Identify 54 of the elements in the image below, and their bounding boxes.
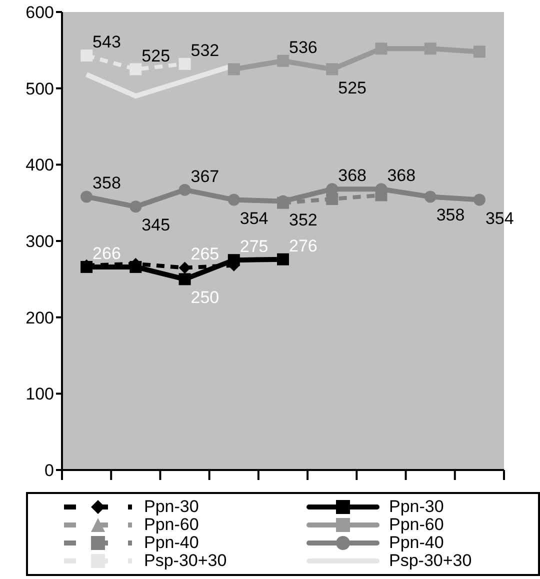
point [178,184,191,196]
data-label: 266 [92,244,121,263]
point [473,46,486,58]
data-label: 532 [190,40,220,60]
data-label: 354 [485,208,514,228]
legend-label: Psp-30+30 [389,551,472,570]
point [228,194,240,206]
point [326,193,338,206]
legend-label: Ppn-60 [389,515,444,534]
data-label: 275 [240,237,268,256]
legend-label: Ppn-60 [144,515,199,534]
data-label: 276 [289,236,318,256]
data-label: 368 [338,166,366,186]
point [375,42,388,55]
point [178,58,191,70]
y-tick-label: 600 [26,3,54,22]
point [228,254,240,266]
point [130,260,142,273]
y-tick-label: 500 [26,79,54,98]
point [424,190,436,203]
legend-label: Ppn-40 [144,533,199,552]
data-label: 352 [289,210,318,230]
y-tick-label: 100 [26,384,54,404]
legend-label: Ppn-40 [389,533,444,552]
data-label: 543 [92,32,121,52]
data-label: 368 [387,166,416,186]
point [178,273,191,286]
data-label: 525 [142,46,170,66]
point [277,54,289,67]
data-label: 354 [240,208,268,228]
data-label: 358 [92,174,121,193]
point [277,253,289,266]
data-label: 367 [190,166,220,186]
y-tick-label: 200 [26,308,54,328]
legend-label: Ppn-30 [389,497,444,516]
data-label: 358 [436,206,465,225]
point [473,194,486,206]
point [326,63,338,76]
point [228,63,240,76]
data-label: 525 [338,78,366,98]
point [424,42,436,55]
legend-label: Ppn-30 [144,497,199,516]
legend-label: Psp-30+30 [144,551,227,570]
point [130,63,142,76]
data-label: 536 [289,38,318,57]
y-tick-label: 0 [44,461,54,480]
y-tick-label: 400 [26,156,54,175]
y-tick-label: 300 [26,232,54,252]
point [80,50,93,62]
data-label: 250 [190,288,220,308]
point [130,200,142,213]
data-label: 345 [142,216,170,235]
data-label: 265 [190,244,220,264]
point [80,190,93,203]
